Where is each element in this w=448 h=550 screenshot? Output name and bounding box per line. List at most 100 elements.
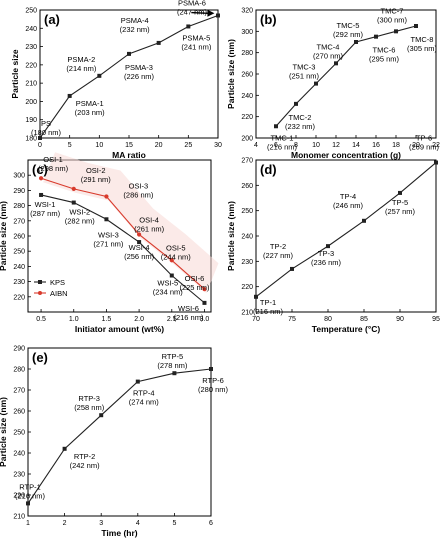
- y-tick-label: 230: [241, 259, 253, 266]
- legend-marker: [38, 291, 42, 295]
- data-label-value: (295 nm): [369, 55, 400, 64]
- x-tick-label: 25: [184, 142, 192, 149]
- series-line: [255, 162, 437, 298]
- data-label-value: (236 nm): [311, 258, 342, 267]
- data-point: [104, 217, 109, 222]
- y-tick-label: 220: [241, 114, 253, 121]
- data-point: [137, 240, 142, 245]
- y-tick-label: 300: [241, 29, 253, 36]
- data-label-value: (257 nm): [385, 207, 416, 216]
- data-label-value: (298 nm): [38, 164, 69, 173]
- panel-letter: (c): [32, 162, 48, 177]
- y-tick-label: 320: [241, 8, 253, 15]
- data-label-value: (305 nm): [407, 44, 438, 53]
- data-label-value: (280 nm): [198, 385, 229, 394]
- plot-frame: [27, 347, 212, 517]
- data-point: [394, 29, 398, 34]
- data-point: [38, 136, 42, 140]
- y-tick-label: 240: [13, 264, 25, 271]
- data-label-name: PSMA-1: [76, 99, 104, 108]
- data-point: [62, 446, 67, 451]
- x-tick-label: 5: [172, 520, 176, 527]
- x-tick-label: 85: [360, 316, 368, 323]
- y-tick-label: 260: [13, 234, 25, 241]
- data-label-name: PS: [41, 119, 51, 128]
- data-label-name: TMC-3: [293, 63, 316, 72]
- x-axis-title: MA ratio: [112, 150, 146, 160]
- x-tick-label: 4: [254, 142, 258, 149]
- x-tick-label: 3: [99, 520, 103, 527]
- x-tick-label: 95: [432, 316, 440, 323]
- data-point: [97, 73, 102, 78]
- y-tick-label: 270: [241, 158, 253, 165]
- data-point: [414, 24, 418, 28]
- data-label-value: (203 nm): [75, 108, 106, 117]
- x-tick-label: 2.0: [134, 316, 144, 323]
- series-line-aibn: [40, 177, 205, 290]
- y-tick-label: 190: [25, 117, 37, 124]
- data-label-name: OSI-5: [166, 243, 186, 252]
- y-tick-label: 250: [13, 430, 25, 437]
- legend-label: KPS: [50, 278, 65, 287]
- series-line: [27, 368, 212, 504]
- data-point: [274, 124, 278, 129]
- panel-c: 0.5 1.0 1.5 2.0 2.5 3.0 220 230 240 250 260 270 280 2…: [0, 152, 219, 334]
- data-label-value: (216 nm): [267, 142, 298, 151]
- data-label-value: (242 nm): [70, 461, 101, 470]
- data-label-value: (251 nm): [289, 72, 320, 81]
- y-tick-label: 200: [241, 136, 253, 143]
- y-tick-label: 260: [241, 72, 253, 79]
- y-tick-label: 240: [241, 93, 253, 100]
- x-tick-label: 16: [372, 142, 380, 149]
- data-point: [434, 160, 438, 165]
- y-tick-label: 230: [13, 279, 25, 286]
- data-label-value: (214 nm): [66, 64, 97, 73]
- data-label-name: RTP-4: [133, 389, 155, 398]
- x-tick-label: 3.0: [200, 316, 210, 323]
- y-tick-label: 180: [25, 136, 37, 143]
- data-label-value: (232 nm): [120, 25, 151, 34]
- data-label-value: (180 nm): [31, 128, 62, 137]
- x-tick-label: 10: [95, 142, 103, 149]
- data-point: [209, 367, 213, 371]
- y-tick-label: 240: [13, 451, 25, 458]
- data-label-value: (216 nm): [253, 307, 284, 316]
- series-line: [275, 25, 417, 127]
- data-label-name: PSMA-5: [182, 33, 210, 42]
- y-tick-label: 270: [13, 218, 25, 225]
- data-label-name: OSI-4: [139, 215, 159, 224]
- data-label-value: (225 nm): [179, 283, 210, 292]
- panel-d: 70 75 80 85 90 95 210 220 230 240 250 260 270 Tempera…: [226, 134, 440, 334]
- y-tick-label: 210: [25, 81, 37, 88]
- data-label-name: WSI-5: [157, 279, 178, 288]
- data-label-name: TP-6: [416, 134, 432, 143]
- data-label-value: (246 nm): [333, 201, 364, 210]
- x-tick-label: 70: [252, 316, 260, 323]
- data-point: [294, 101, 298, 106]
- x-axis-title: Initiator amount (wt%): [75, 324, 164, 334]
- y-tick-label: 280: [13, 203, 25, 210]
- data-label-value: (292 nm): [333, 30, 364, 39]
- data-point: [290, 266, 294, 271]
- y-tick-label: 270: [13, 388, 25, 395]
- data-point: [362, 218, 366, 223]
- x-tick-label: 18: [392, 142, 400, 149]
- x-tick-label: 1.5: [102, 316, 112, 323]
- x-tick-label: 6: [209, 520, 213, 527]
- data-label-name: PSMA-6: [178, 0, 206, 7]
- data-label-name: OSI-1: [43, 155, 63, 164]
- data-label-name: WSI-4: [129, 243, 150, 252]
- data-label-name: PSMA-4: [121, 16, 149, 25]
- data-point: [374, 34, 378, 39]
- panel-b: 4 6 8 10 12 14 16 18 20 22 200 220 240 260 280 300 320 Mo…: [226, 6, 440, 160]
- y-tick-label: 230: [25, 44, 37, 51]
- arrow-head: [207, 9, 215, 17]
- data-label-name: WSI-6: [178, 304, 199, 313]
- data-label-name: TMC-2: [289, 113, 312, 122]
- data-label-name: TP-3: [318, 249, 334, 258]
- y-axis-title: Particle size (nm): [0, 397, 8, 467]
- data-label-name: WSI-2: [69, 208, 90, 217]
- data-point: [186, 24, 191, 29]
- data-point: [135, 379, 140, 384]
